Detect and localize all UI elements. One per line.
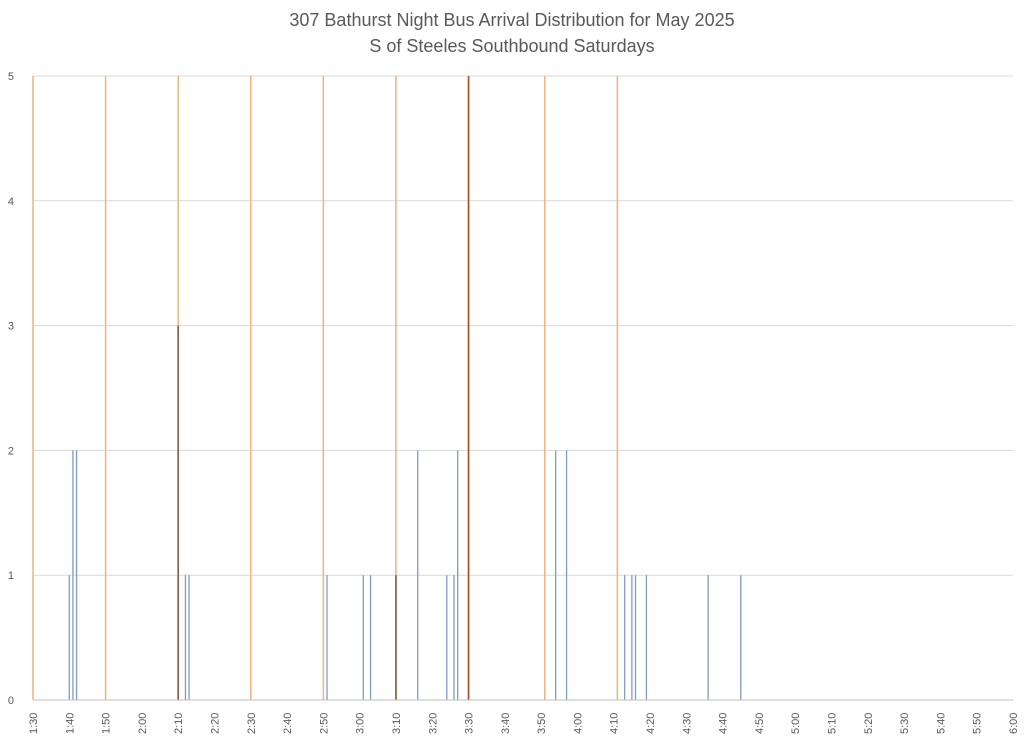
x-tick-label: 3:10: [391, 713, 403, 734]
x-tick-label: 2:30: [246, 713, 258, 734]
x-tick-label: 5:40: [935, 713, 947, 734]
x-tick-label: 1:40: [64, 713, 76, 734]
y-tick-label: 5: [8, 71, 14, 83]
x-tick-label: 4:20: [645, 713, 657, 734]
y-tick-label: 1: [8, 570, 14, 582]
x-tick-label: 6:00: [1008, 713, 1020, 734]
x-tick-label: 1:30: [28, 713, 40, 734]
x-axis-tick-labels: 1:30 1:40 1:50 2:00 2:10 2:20 2:30 2:40 2:50 3:00…: [28, 713, 1020, 734]
x-tick-label: 4:30: [681, 713, 693, 734]
y-tick-label: 3: [8, 321, 14, 333]
y-axis-tick-labels: 0 1 2 3 4 5: [8, 71, 14, 707]
arrival-bars: [68, 76, 742, 700]
gridlines: [33, 75, 1013, 576]
x-tick-label: 2:40: [282, 713, 294, 734]
x-tick-label: 4:10: [609, 713, 621, 734]
x-tick-label: 3:20: [427, 713, 439, 734]
x-tick-label: 5:50: [972, 713, 984, 734]
chart-title: 307 Bathurst Night Bus Arrival Distribut…: [289, 10, 734, 30]
x-tick-label: 4:40: [718, 713, 730, 734]
x-tick-label: 3:00: [355, 713, 367, 734]
x-tick-label: 5:30: [899, 713, 911, 734]
x-tick-label: 3:40: [500, 713, 512, 734]
x-tick-label: 5:20: [863, 713, 875, 734]
x-tick-label: 3:30: [464, 713, 476, 734]
x-tick-label: 4:50: [754, 713, 766, 734]
x-tick-label: 2:00: [137, 713, 149, 734]
x-tick-label: 2:10: [173, 713, 185, 734]
x-tick-label: 5:00: [790, 713, 802, 734]
y-tick-label: 2: [8, 445, 14, 457]
x-tick-label: 3:50: [536, 713, 548, 734]
x-tick-label: 2:50: [318, 713, 330, 734]
x-tick-label: 1:50: [101, 713, 113, 734]
y-tick-label: 0: [8, 695, 14, 707]
chart-subtitle: S of Steeles Southbound Saturdays: [369, 36, 654, 56]
x-tick-label: 5:10: [827, 713, 839, 734]
y-tick-label: 4: [8, 196, 14, 208]
schedule-lines: [32, 76, 619, 700]
x-tick-label: 2:20: [209, 713, 221, 734]
x-tick-label: 4:00: [572, 713, 584, 734]
